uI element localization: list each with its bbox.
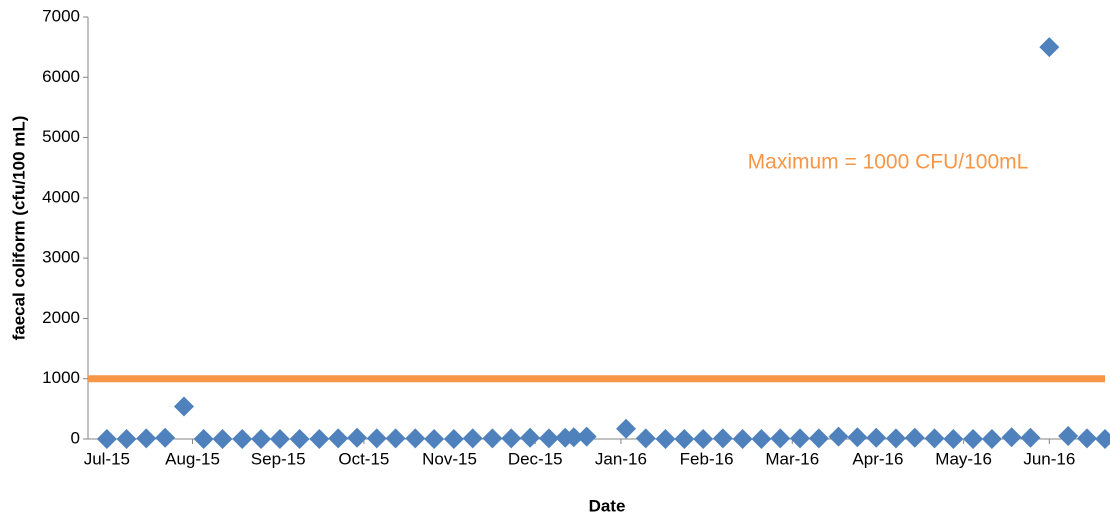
point <box>96 429 117 449</box>
x-axis-title: Date <box>589 496 626 515</box>
point <box>635 428 656 449</box>
point <box>1039 37 1060 58</box>
point <box>269 429 290 449</box>
point <box>212 429 233 449</box>
point <box>136 428 157 449</box>
point <box>866 427 887 448</box>
x-tick-label: Nov-15 <box>422 449 477 468</box>
point <box>405 428 426 449</box>
y-tick-label: 7000 <box>42 6 80 25</box>
point <box>289 429 310 449</box>
point <box>1077 428 1098 449</box>
point <box>1095 429 1110 449</box>
x-tick-label: Oct-15 <box>338 449 389 468</box>
reference-label: Maximum = 1000 CFU/100mL <box>748 151 1029 174</box>
point <box>770 428 791 449</box>
point <box>309 429 330 449</box>
x-tick-label: Jul-15 <box>84 449 130 468</box>
x-tick-label: Mar-16 <box>765 449 819 468</box>
y-tick-label: 5000 <box>42 127 80 146</box>
x-tick-label: Aug-15 <box>165 449 220 468</box>
x-tick-label: Dec-15 <box>508 449 563 468</box>
x-tick-label: Feb-16 <box>680 449 734 468</box>
point <box>520 427 541 448</box>
point <box>693 429 714 449</box>
point <box>482 428 503 449</box>
point <box>981 429 1002 449</box>
point <box>789 428 810 449</box>
point <box>173 396 194 417</box>
point <box>751 429 772 449</box>
y-tick-label: 3000 <box>42 248 80 267</box>
point <box>808 428 829 449</box>
x-tick-label: Apr-16 <box>852 449 903 468</box>
point <box>424 429 445 449</box>
point <box>501 428 522 449</box>
point <box>576 426 597 447</box>
point <box>232 429 253 449</box>
point <box>963 429 984 449</box>
y-axis-title: faecal coliform (cfu/100 mL) <box>9 116 28 341</box>
point <box>732 429 753 449</box>
point <box>943 429 964 449</box>
x-tick-label: May-16 <box>935 449 992 468</box>
point <box>366 428 387 449</box>
point <box>828 426 849 447</box>
point <box>616 418 637 439</box>
x-tick-label: Sep-15 <box>251 449 306 468</box>
point <box>193 429 214 449</box>
point <box>538 428 559 449</box>
y-tick-label: 1000 <box>42 368 80 387</box>
point <box>328 428 349 449</box>
point <box>251 429 272 449</box>
point <box>462 428 483 449</box>
point <box>1020 427 1041 448</box>
point <box>443 429 464 449</box>
point <box>904 427 925 448</box>
point <box>563 427 584 448</box>
y-tick-label: 6000 <box>42 67 80 86</box>
point <box>116 429 137 449</box>
y-tick-label: 0 <box>71 428 80 447</box>
point <box>674 429 695 449</box>
x-tick-label: Jan-16 <box>595 449 647 468</box>
x-tick-label: Jun-16 <box>1023 449 1075 468</box>
point <box>712 428 733 449</box>
point <box>885 428 906 449</box>
point <box>1058 425 1079 446</box>
point <box>924 428 945 449</box>
point <box>155 427 176 448</box>
point <box>847 427 868 448</box>
point <box>385 428 406 449</box>
y-tick-label: 4000 <box>42 187 80 206</box>
point <box>655 429 676 449</box>
point <box>1001 427 1022 448</box>
y-tick-label: 2000 <box>42 308 80 327</box>
point <box>347 427 368 448</box>
